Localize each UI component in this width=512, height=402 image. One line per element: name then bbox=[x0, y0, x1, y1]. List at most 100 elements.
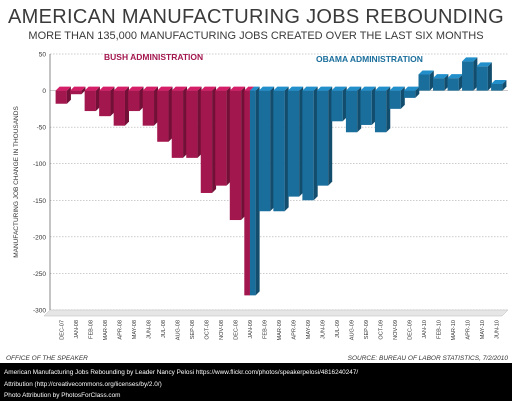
chart-subtitle: MORE THAN 135,000 MANUFACTURING JOBS CRE… bbox=[28, 30, 484, 42]
bar bbox=[200, 90, 213, 193]
bar bbox=[229, 90, 242, 221]
bar-top bbox=[229, 86, 246, 91]
bar-side bbox=[299, 86, 304, 197]
bar-side bbox=[415, 86, 420, 98]
bar-top bbox=[462, 57, 478, 62]
bar-top bbox=[302, 86, 318, 91]
bar bbox=[215, 90, 227, 186]
bar-side bbox=[81, 86, 86, 95]
x-tick-label: DEC-07 bbox=[59, 320, 65, 340]
bar-top bbox=[389, 86, 405, 91]
x-tick-label: OCT-08 bbox=[204, 320, 210, 340]
bar-side bbox=[400, 86, 405, 109]
bar bbox=[476, 66, 488, 91]
x-tick-label: AUG-08 bbox=[175, 320, 181, 340]
x-tick-label: DEC-08 bbox=[233, 320, 239, 340]
bar-top bbox=[418, 70, 434, 75]
bar bbox=[128, 90, 140, 112]
bar bbox=[316, 90, 329, 186]
bar-top bbox=[331, 86, 347, 91]
bar bbox=[273, 90, 285, 212]
bar-top bbox=[287, 86, 304, 91]
y-tick-label: -250 bbox=[33, 271, 46, 278]
bar bbox=[389, 90, 401, 109]
source-label: SOURCE: BUREAU OF LABOR STATISTICS, 7/2/… bbox=[347, 355, 508, 362]
y-tick-label: -50 bbox=[37, 125, 47, 132]
bar-top bbox=[316, 86, 333, 91]
y-tick-label: 50 bbox=[39, 52, 47, 59]
bar-top bbox=[476, 62, 492, 67]
bar bbox=[462, 61, 474, 91]
bar-top bbox=[84, 86, 100, 91]
bar-side bbox=[154, 86, 159, 126]
bar bbox=[491, 83, 503, 91]
bar-side bbox=[110, 86, 115, 117]
bar-top bbox=[157, 86, 173, 91]
x-tick-label: SEP-08 bbox=[190, 320, 196, 339]
x-tick-label: JUN-08 bbox=[146, 320, 152, 339]
bar-side bbox=[183, 86, 188, 158]
bar-top bbox=[128, 86, 144, 91]
bar-side bbox=[284, 86, 289, 212]
bars bbox=[55, 57, 507, 296]
y-tick-label: -150 bbox=[33, 198, 46, 205]
bar bbox=[99, 90, 111, 117]
bar bbox=[84, 90, 96, 112]
office-label: OFFICE OF THE SPEAKER bbox=[6, 355, 88, 362]
bar-side bbox=[386, 86, 391, 133]
bar bbox=[302, 90, 314, 201]
bar-top bbox=[200, 86, 217, 91]
x-tick-label: JUL-09 bbox=[335, 320, 341, 338]
bar-top bbox=[345, 86, 362, 91]
x-tick-label: MAY-09 bbox=[306, 320, 312, 339]
bar-side bbox=[139, 86, 144, 112]
bar-side bbox=[487, 62, 492, 91]
y-tick-label: 0 bbox=[42, 88, 46, 95]
x-tick-label: JAN-10 bbox=[422, 320, 428, 339]
obama-administration-label: OBAMA ADMINISTRATION bbox=[316, 54, 423, 64]
bar bbox=[345, 90, 358, 133]
y-axis-title: MANUFACTURING JOB CHANGE IN THOUSANDS bbox=[13, 106, 20, 258]
bar-side bbox=[270, 86, 275, 212]
x-tick-label: APR-08 bbox=[117, 320, 123, 340]
attribution-footer: American Manufacturing Jobs Rebounding b… bbox=[0, 363, 512, 401]
bar bbox=[418, 74, 430, 91]
chart-title: AMERICAN MANUFACTURING JOBS REBOUNDING bbox=[8, 6, 504, 28]
bar-side bbox=[342, 86, 347, 122]
bar bbox=[142, 90, 155, 126]
bar-top bbox=[215, 86, 231, 91]
x-tick-label: JUL-08 bbox=[161, 320, 167, 338]
bar-side bbox=[95, 86, 100, 112]
bar-top bbox=[403, 86, 420, 91]
bar bbox=[287, 90, 300, 197]
bar bbox=[249, 90, 256, 296]
bar-side bbox=[502, 79, 507, 91]
x-tick-label: OCT-09 bbox=[379, 320, 385, 340]
bar-top bbox=[99, 86, 115, 91]
x-tick-label: FEB-10 bbox=[437, 320, 443, 339]
bar-top bbox=[171, 86, 188, 91]
bar bbox=[244, 90, 250, 296]
bar bbox=[171, 90, 184, 158]
bar-top bbox=[447, 74, 463, 79]
bar-top bbox=[70, 86, 86, 91]
bar-top bbox=[433, 74, 449, 79]
bar-top bbox=[360, 86, 376, 91]
chart-floor bbox=[43, 309, 509, 317]
bar-side bbox=[197, 86, 202, 158]
attribution-line-1: American Manufacturing Jobs Rebounding b… bbox=[4, 369, 359, 376]
bar-side bbox=[473, 57, 478, 91]
x-tick-label: NOV-08 bbox=[219, 320, 225, 340]
bar-top bbox=[186, 86, 202, 91]
bar-top bbox=[113, 86, 129, 91]
bar-side bbox=[371, 86, 376, 125]
bush-administration-label: BUSH ADMINISTRATION bbox=[104, 52, 203, 62]
bar-side bbox=[313, 86, 318, 201]
bar-top bbox=[374, 86, 391, 91]
bar bbox=[70, 90, 82, 95]
x-tick-label: FEB-08 bbox=[88, 320, 94, 339]
bar bbox=[360, 90, 372, 125]
x-tick-label: MAY-10 bbox=[480, 320, 486, 339]
bar bbox=[374, 90, 387, 133]
x-tick-label: JUN-09 bbox=[321, 320, 327, 339]
